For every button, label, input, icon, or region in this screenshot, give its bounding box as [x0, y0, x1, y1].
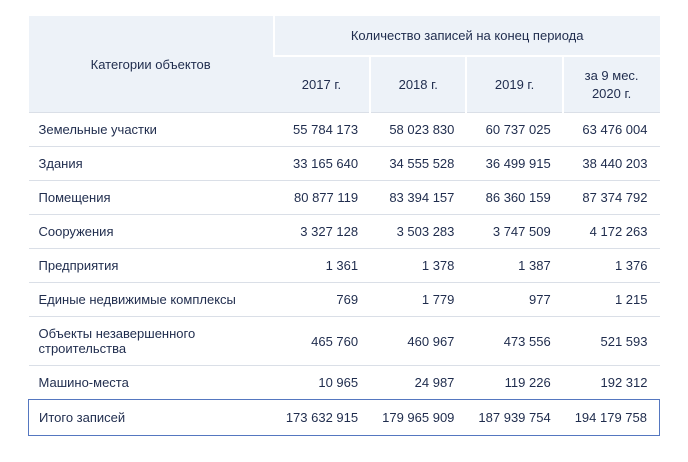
row-value-2017: 10 965	[273, 365, 371, 400]
row-value-2020: 1 376	[562, 248, 660, 283]
row-value-2017: 769	[273, 282, 371, 317]
row-category: Здания	[28, 146, 274, 181]
row-value-2018: 34 555 528	[370, 146, 467, 181]
records-table: Категории объектов Количество записей на…	[27, 16, 660, 437]
row-category: Помещения	[28, 180, 274, 215]
row-category: Предприятия	[28, 248, 274, 283]
row-category: Единые недвижимые комплексы	[28, 282, 274, 317]
row-value-2017: 55 784 173	[273, 112, 371, 147]
table-row: Объекты незавершенного строительства 465…	[28, 316, 660, 366]
table-row: Машино-места 10 965 24 987 119 226 192 3…	[28, 365, 660, 400]
row-value-2018: 1 378	[370, 248, 467, 283]
row-value-2019: 36 499 915	[466, 146, 563, 181]
row-value-2018: 1 779	[370, 282, 467, 317]
row-value-2020: 63 476 004	[562, 112, 660, 147]
row-value-2018: 3 503 283	[370, 214, 467, 249]
row-value-2020: 4 172 263	[562, 214, 660, 249]
row-value-2019: 977	[466, 282, 563, 317]
row-category: Земельные участки	[28, 112, 274, 147]
table-header: Категории объектов Количество записей на…	[28, 16, 660, 113]
row-value-2019: 473 556	[466, 316, 563, 366]
row-value-2017: 80 877 119	[273, 180, 371, 215]
year-header-2019: 2019 г.	[465, 56, 563, 113]
row-value-2019: 119 226	[466, 365, 563, 400]
row-value-2020: 521 593	[562, 316, 660, 366]
year-header-2017: 2017 г.	[273, 56, 371, 113]
row-value-2019: 3 747 509	[466, 214, 563, 249]
row-value-2017: 465 760	[273, 316, 371, 366]
row-category: Машино-места	[28, 365, 274, 400]
row-value-2020: 1 215	[562, 282, 660, 317]
row-value-2018: 83 394 157	[370, 180, 467, 215]
year-header-2018: 2018 г.	[369, 56, 467, 113]
table-row: Сооружения 3 327 128 3 503 283 3 747 509…	[28, 214, 660, 249]
group-header: Количество записей на конец периода	[272, 16, 660, 57]
row-category: Сооружения	[28, 214, 274, 249]
table-row: Здания 33 165 640 34 555 528 36 499 915 …	[28, 146, 660, 181]
row-value-2018: 24 987	[370, 365, 467, 400]
row-value-2019: 60 737 025	[466, 112, 563, 147]
row-value-2020: 192 312	[562, 365, 660, 400]
table-row: Земельные участки 55 784 173 58 023 830 …	[28, 112, 660, 147]
table-body: Земельные участки 55 784 173 58 023 830 …	[27, 112, 660, 437]
row-value-2018: 460 967	[370, 316, 467, 366]
row-value-2020: 87 374 792	[562, 180, 660, 215]
row-value-2018: 58 023 830	[370, 112, 467, 147]
table-row: Помещения 80 877 119 83 394 157 86 360 1…	[28, 180, 660, 215]
row-category: Объекты незавершенного строительства	[28, 316, 274, 366]
row-value-2019: 86 360 159	[466, 180, 563, 215]
row-value-2017: 33 165 640	[273, 146, 371, 181]
total-value-2019: 187 939 754	[466, 399, 563, 437]
row-value-2019: 1 387	[466, 248, 563, 283]
table-row: Предприятия 1 361 1 378 1 387 1 376	[28, 248, 660, 283]
total-value-2018: 179 965 909	[370, 399, 467, 437]
table-row: Единые недвижимые комплексы 769 1 779 97…	[28, 282, 660, 317]
total-row: Итого записей 173 632 915 179 965 909 18…	[27, 399, 660, 437]
year-header-2020-9m: за 9 мес. 2020 г.	[561, 56, 660, 113]
row-value-2017: 3 327 128	[273, 214, 371, 249]
row-value-2017: 1 361	[273, 248, 371, 283]
total-label: Итого записей	[27, 399, 274, 437]
row-value-2020: 38 440 203	[562, 146, 660, 181]
total-value-2020: 194 179 758	[562, 399, 660, 437]
category-column-header: Категории объектов	[28, 16, 274, 113]
total-value-2017: 173 632 915	[273, 399, 371, 437]
